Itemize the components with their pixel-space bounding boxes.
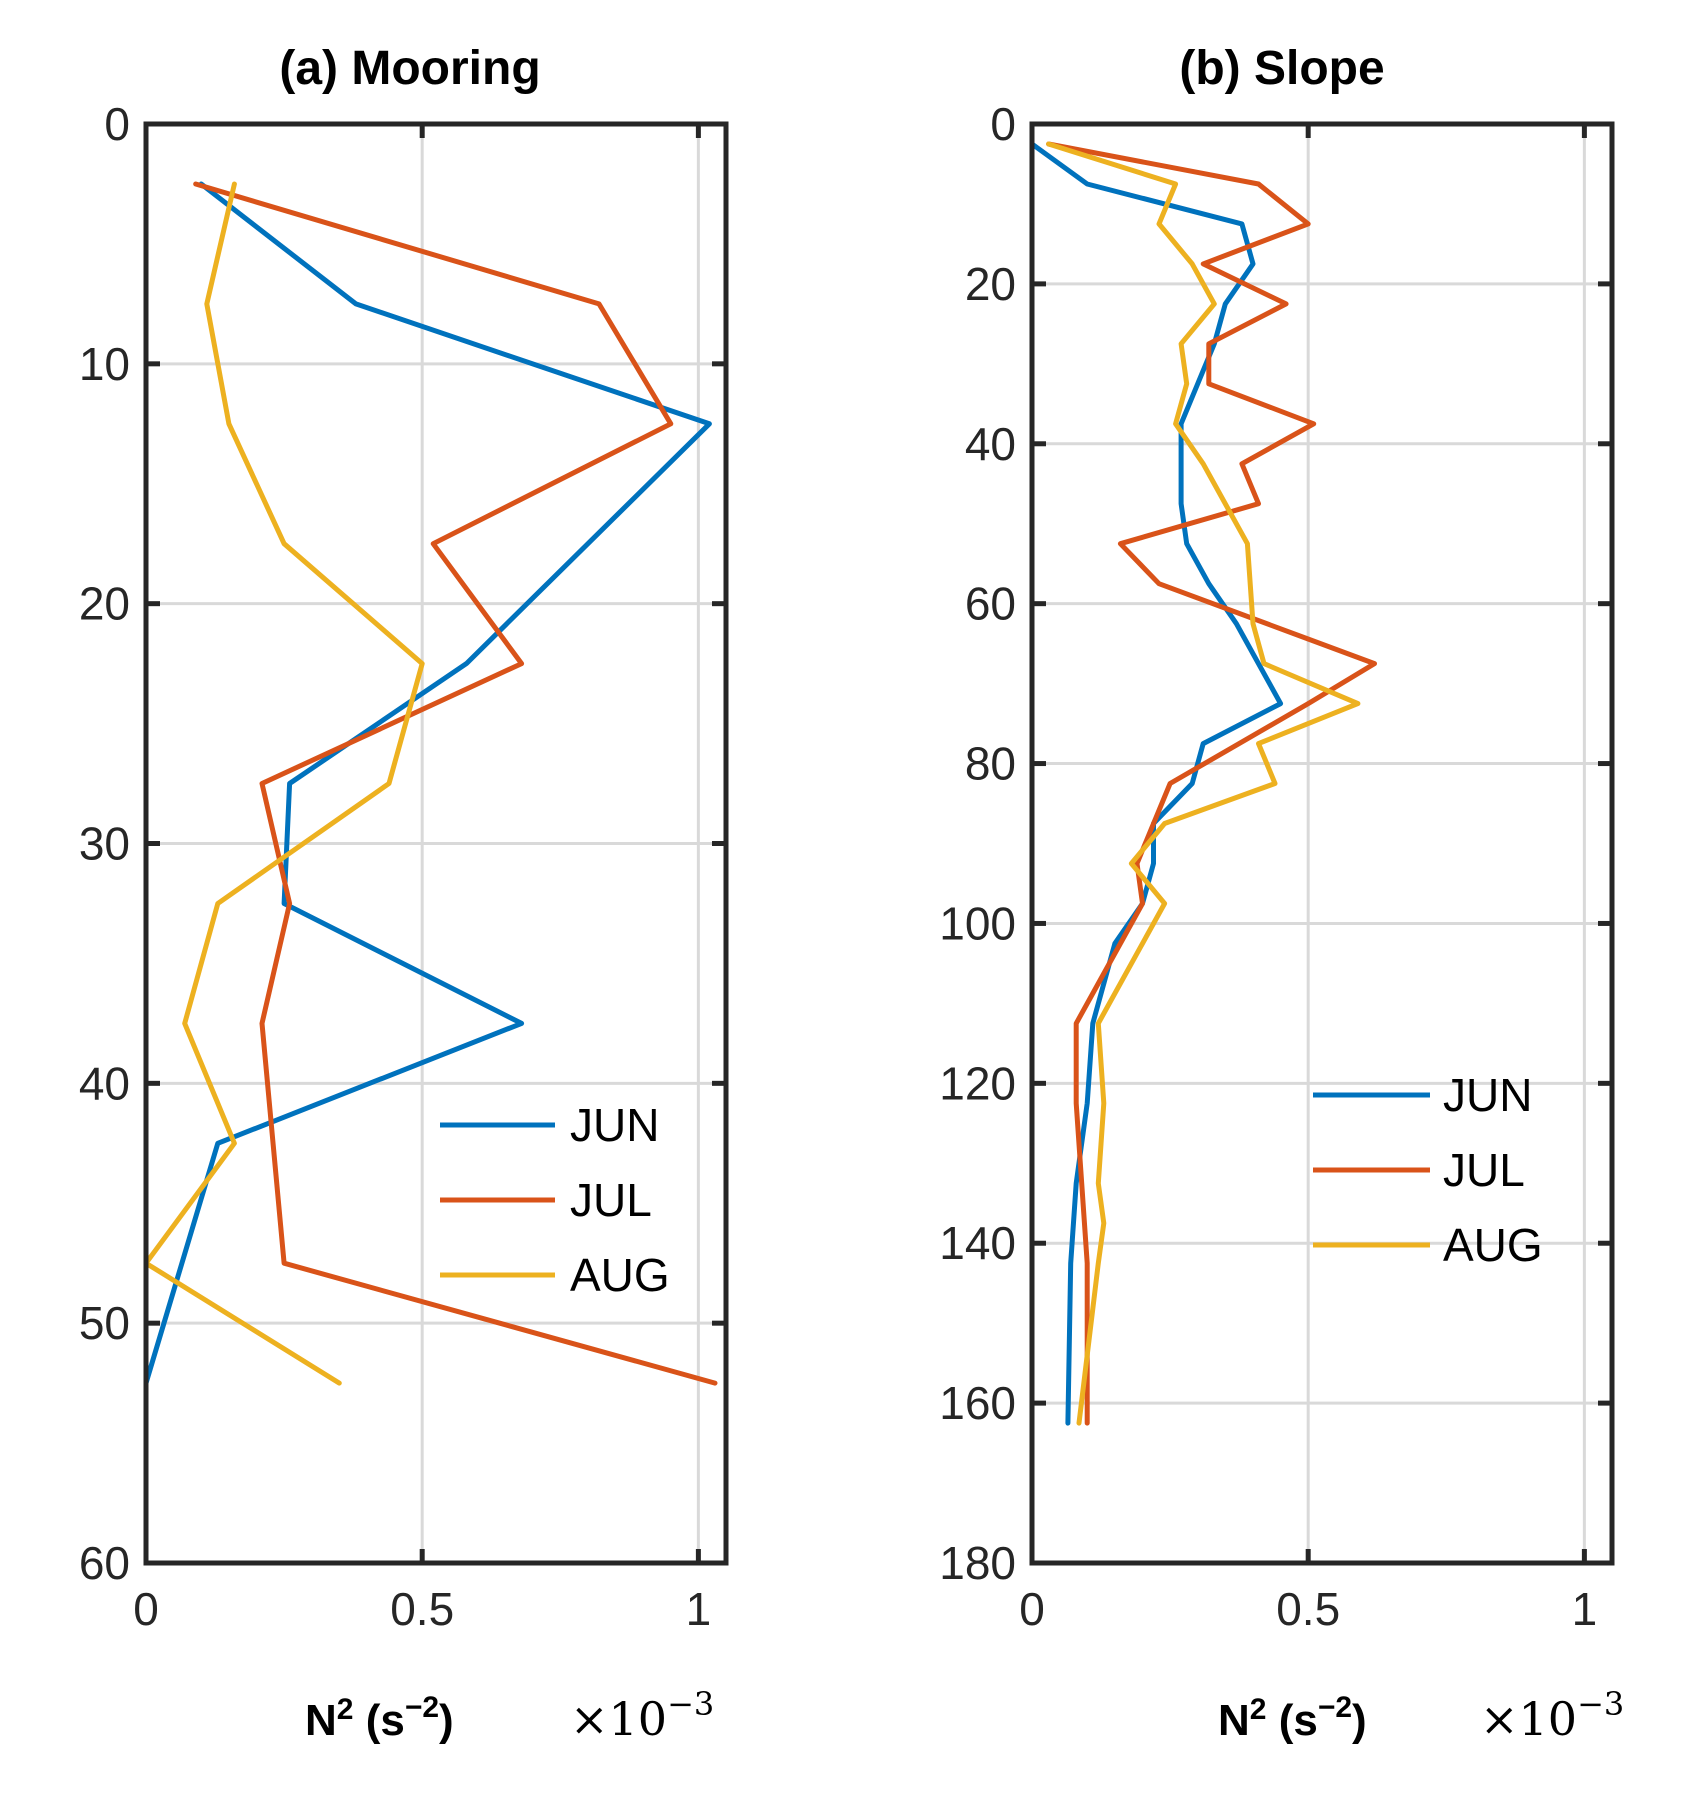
slope-xlabel-open: (s (1266, 1696, 1317, 1745)
slope-ticks (1029, 121, 1612, 1566)
slope-legend: JUN JUL AUG (1313, 1069, 1543, 1271)
mooring-xlabel: N2 (s−2) (305, 1691, 454, 1745)
slope-series-jul (1046, 141, 1377, 1426)
mooring-xlabel-n: N (305, 1696, 337, 1745)
mooring-multiplier-exp: −3 (667, 1685, 714, 1723)
slope-ytick-label-7: 140 (939, 1217, 1016, 1269)
mooring-legend: JUN JUL AUG (440, 1099, 670, 1301)
mooring-series-layer (143, 181, 718, 1386)
mooring-ytick-label-3: 30 (79, 818, 130, 870)
slope-xlabel-n: N (1218, 1696, 1250, 1745)
mooring-ytick-label-0: 0 (104, 98, 130, 150)
mooring-legend-label-jul: JUL (570, 1174, 652, 1226)
mooring-xtick-label-1: 0.5 (390, 1583, 454, 1635)
slope-ytick-label-1: 20 (965, 258, 1016, 310)
slope-xtick-label-1: 0.5 (1276, 1583, 1340, 1635)
slope-xlabel: N2 (s−2) (1218, 1691, 1367, 1745)
slope-ytick-label-3: 60 (965, 578, 1016, 630)
slope-ytick-label-5: 100 (939, 897, 1016, 949)
mooring-xlabel-sq: 2 (337, 1693, 354, 1726)
slope-series-layer (1029, 141, 1377, 1426)
slope-title: (b) Slope (1179, 42, 1384, 95)
slope-xlabel-sq: 2 (1250, 1693, 1267, 1726)
mooring-series-aug (143, 181, 425, 1386)
slope-ytick-label-6: 120 (939, 1057, 1016, 1109)
mooring-xtick-label-2: 1 (686, 1583, 712, 1635)
slope-axes-frame (1029, 121, 1615, 1566)
slope-ytick-label-8: 160 (939, 1377, 1016, 1429)
mooring-xlabel-open: (s (353, 1696, 404, 1745)
mooring-multiplier-base: ×10 (570, 1692, 667, 1746)
slope-ytick-label-9: 180 (939, 1537, 1016, 1589)
slope-ytick-labels: 0 20 40 60 80 100 120 140 160 180 (939, 98, 1016, 1589)
mooring-legend-label-aug: AUG (570, 1249, 670, 1301)
slope-multiplier-base: ×10 (1480, 1692, 1577, 1746)
mooring-xlabel-close: ) (439, 1696, 454, 1745)
mooring-ytick-label-6: 60 (79, 1537, 130, 1589)
mooring-ytick-label-2: 20 (79, 578, 130, 630)
slope-series-jun (1029, 141, 1284, 1426)
mooring-xlabel-sup: −2 (405, 1691, 439, 1724)
slope-ytick-label-0: 0 (990, 98, 1016, 150)
slope-ytick-label-4: 80 (965, 738, 1016, 790)
mooring-ytick-label-1: 10 (79, 338, 130, 390)
slope-xtick-label-0: 0 (1019, 1583, 1045, 1635)
slope-legend-label-jun: JUN (1443, 1069, 1532, 1121)
mooring-series-jul (193, 181, 718, 1386)
mooring-ytick-label-4: 40 (79, 1057, 130, 1109)
slope-xtick-label-2: 1 (1572, 1583, 1598, 1635)
mooring-legend-label-jun: JUN (570, 1099, 659, 1151)
mooring-series-jun (143, 181, 712, 1386)
mooring-xtick-labels: 0 0.5 1 (133, 1583, 711, 1635)
slope-series-aug (1046, 141, 1361, 1426)
mooring-title: (a) Mooring (279, 42, 540, 95)
mooring-multiplier: ×10−3 (570, 1685, 714, 1746)
slope-multiplier: ×10−3 (1480, 1685, 1624, 1746)
slope-xtick-labels: 0 0.5 1 (1019, 1583, 1597, 1635)
slope-xlabel-sup: −2 (1318, 1691, 1352, 1724)
slope-xlabel-close: ) (1352, 1696, 1367, 1745)
slope-legend-label-jul: JUL (1443, 1144, 1525, 1196)
mooring-ticks (143, 121, 726, 1566)
mooring-ytick-labels: 0 10 20 30 40 50 60 (79, 98, 130, 1589)
mooring-ytick-label-5: 50 (79, 1297, 130, 1349)
slope-multiplier-exp: −3 (1577, 1685, 1624, 1723)
slope-ytick-label-2: 40 (965, 418, 1016, 470)
slope-legend-label-aug: AUG (1443, 1219, 1543, 1271)
mooring-xtick-label-0: 0 (133, 1583, 159, 1635)
